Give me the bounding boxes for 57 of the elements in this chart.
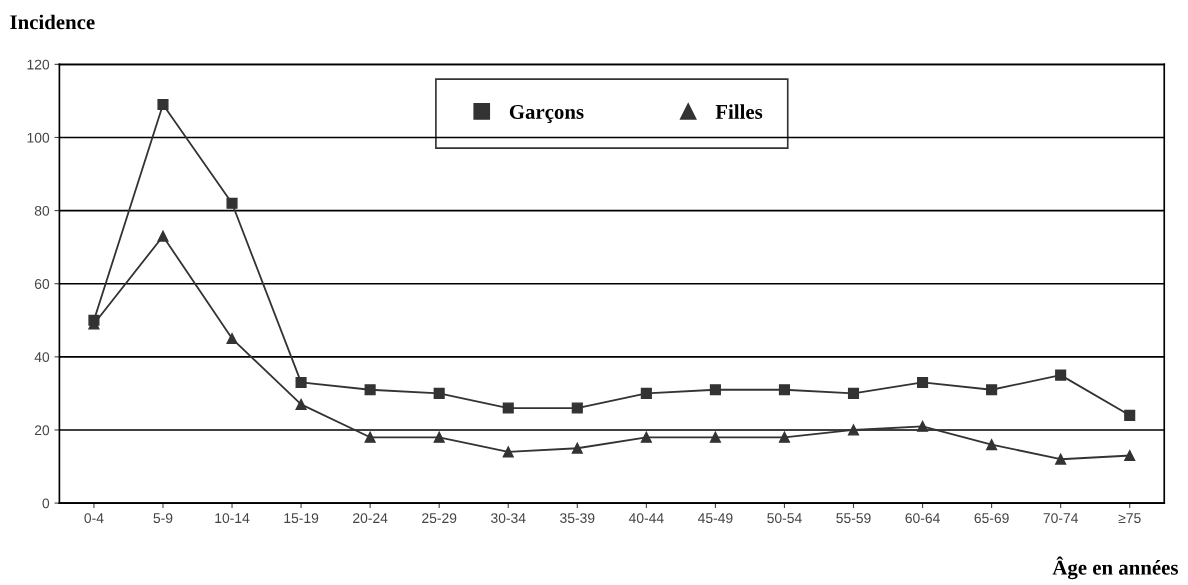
point [1055,369,1067,381]
point [847,387,860,399]
x-tick-label: 15-19 [284,513,319,524]
x-tick-label: 60-64 [905,513,940,524]
point [847,424,860,436]
point [916,376,929,388]
point [709,431,721,443]
x-tick-label: 55-59 [836,513,871,524]
y-tick-label: 40 [34,352,50,363]
point [502,402,514,414]
x-tick-label: 30-34 [491,513,526,524]
point [571,442,583,454]
point [1124,409,1136,421]
point [778,431,791,443]
point [295,376,307,388]
y-tick-label: 120 [27,59,50,70]
y-axis-title: Incidence [10,14,95,30]
x-tick-label: 35-39 [560,513,595,524]
x-tick-label: 0-4 [84,513,104,524]
x-tick-label: 5-9 [153,513,173,524]
x-tick-label: 65-69 [974,513,1009,524]
point [364,431,376,443]
point [433,431,445,443]
y-tick-label: 80 [34,205,50,216]
x-tick-label: 20-24 [353,513,388,524]
legend-label: Filles [715,104,763,119]
point [364,384,376,396]
y-tick-label: 20 [34,425,50,436]
point [502,446,514,458]
x-tick-label: 40-44 [628,513,664,524]
point [157,230,169,242]
point [157,99,169,111]
y-tick-label: 60 [34,279,50,289]
point [433,387,445,399]
point [295,398,307,410]
x-tick-label: 25-29 [422,513,457,524]
point [986,439,998,451]
point [709,384,721,396]
point [571,402,583,414]
y-tick-label: 100 [27,132,50,143]
point [986,384,998,396]
x-tick-label: 50-54 [767,513,802,524]
legend-label: Garçons [509,104,584,124]
x-tick-label: 10-14 [215,513,250,524]
point [1055,453,1067,465]
x-axis-title: Âge en années [1052,556,1178,580]
point [778,384,791,396]
x-tick-label: 70-74 [1043,513,1079,524]
point [640,387,652,399]
y-tick-label: 0 [42,498,50,509]
point [226,197,238,209]
point [916,420,929,432]
x-tick-label: 45-49 [697,513,733,524]
point [226,333,238,345]
x-tick-label: ≥75 [1118,513,1141,524]
point [1124,450,1136,462]
point [640,431,652,443]
